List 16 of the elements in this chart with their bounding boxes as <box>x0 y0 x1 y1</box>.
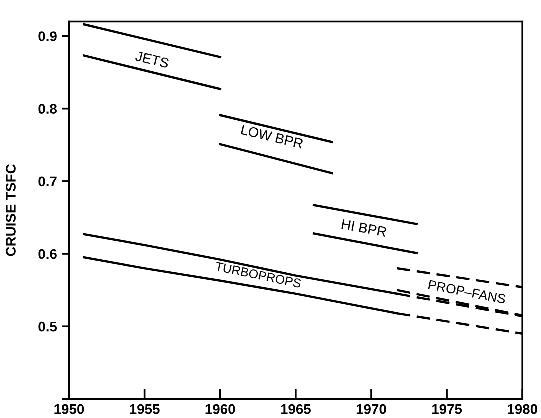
x-tick-label: 1965 <box>281 404 311 414</box>
y-tick-label: 0.7 <box>38 176 57 187</box>
x-tick-label: 1970 <box>356 404 386 414</box>
y-tick-label: 0.5 <box>38 322 58 332</box>
x-tick-label: 1950 <box>54 404 84 414</box>
y-tick-label: 0.6 <box>38 249 57 260</box>
annotation: LOW BPR <box>240 124 304 149</box>
x-tick-label: 1955 <box>130 404 160 414</box>
annotation: HI BPR <box>342 219 388 237</box>
y-tick-label: 0.8 <box>38 104 58 114</box>
y-tick-label: 0.9 <box>38 32 57 42</box>
x-tick-label: 1980 <box>508 404 538 414</box>
y-axis-title: CRUISE TSFC <box>6 164 16 256</box>
annotation: JETS <box>135 51 170 68</box>
x-tick-label: 1975 <box>432 404 462 414</box>
x-tick-label: 1960 <box>206 404 236 414</box>
